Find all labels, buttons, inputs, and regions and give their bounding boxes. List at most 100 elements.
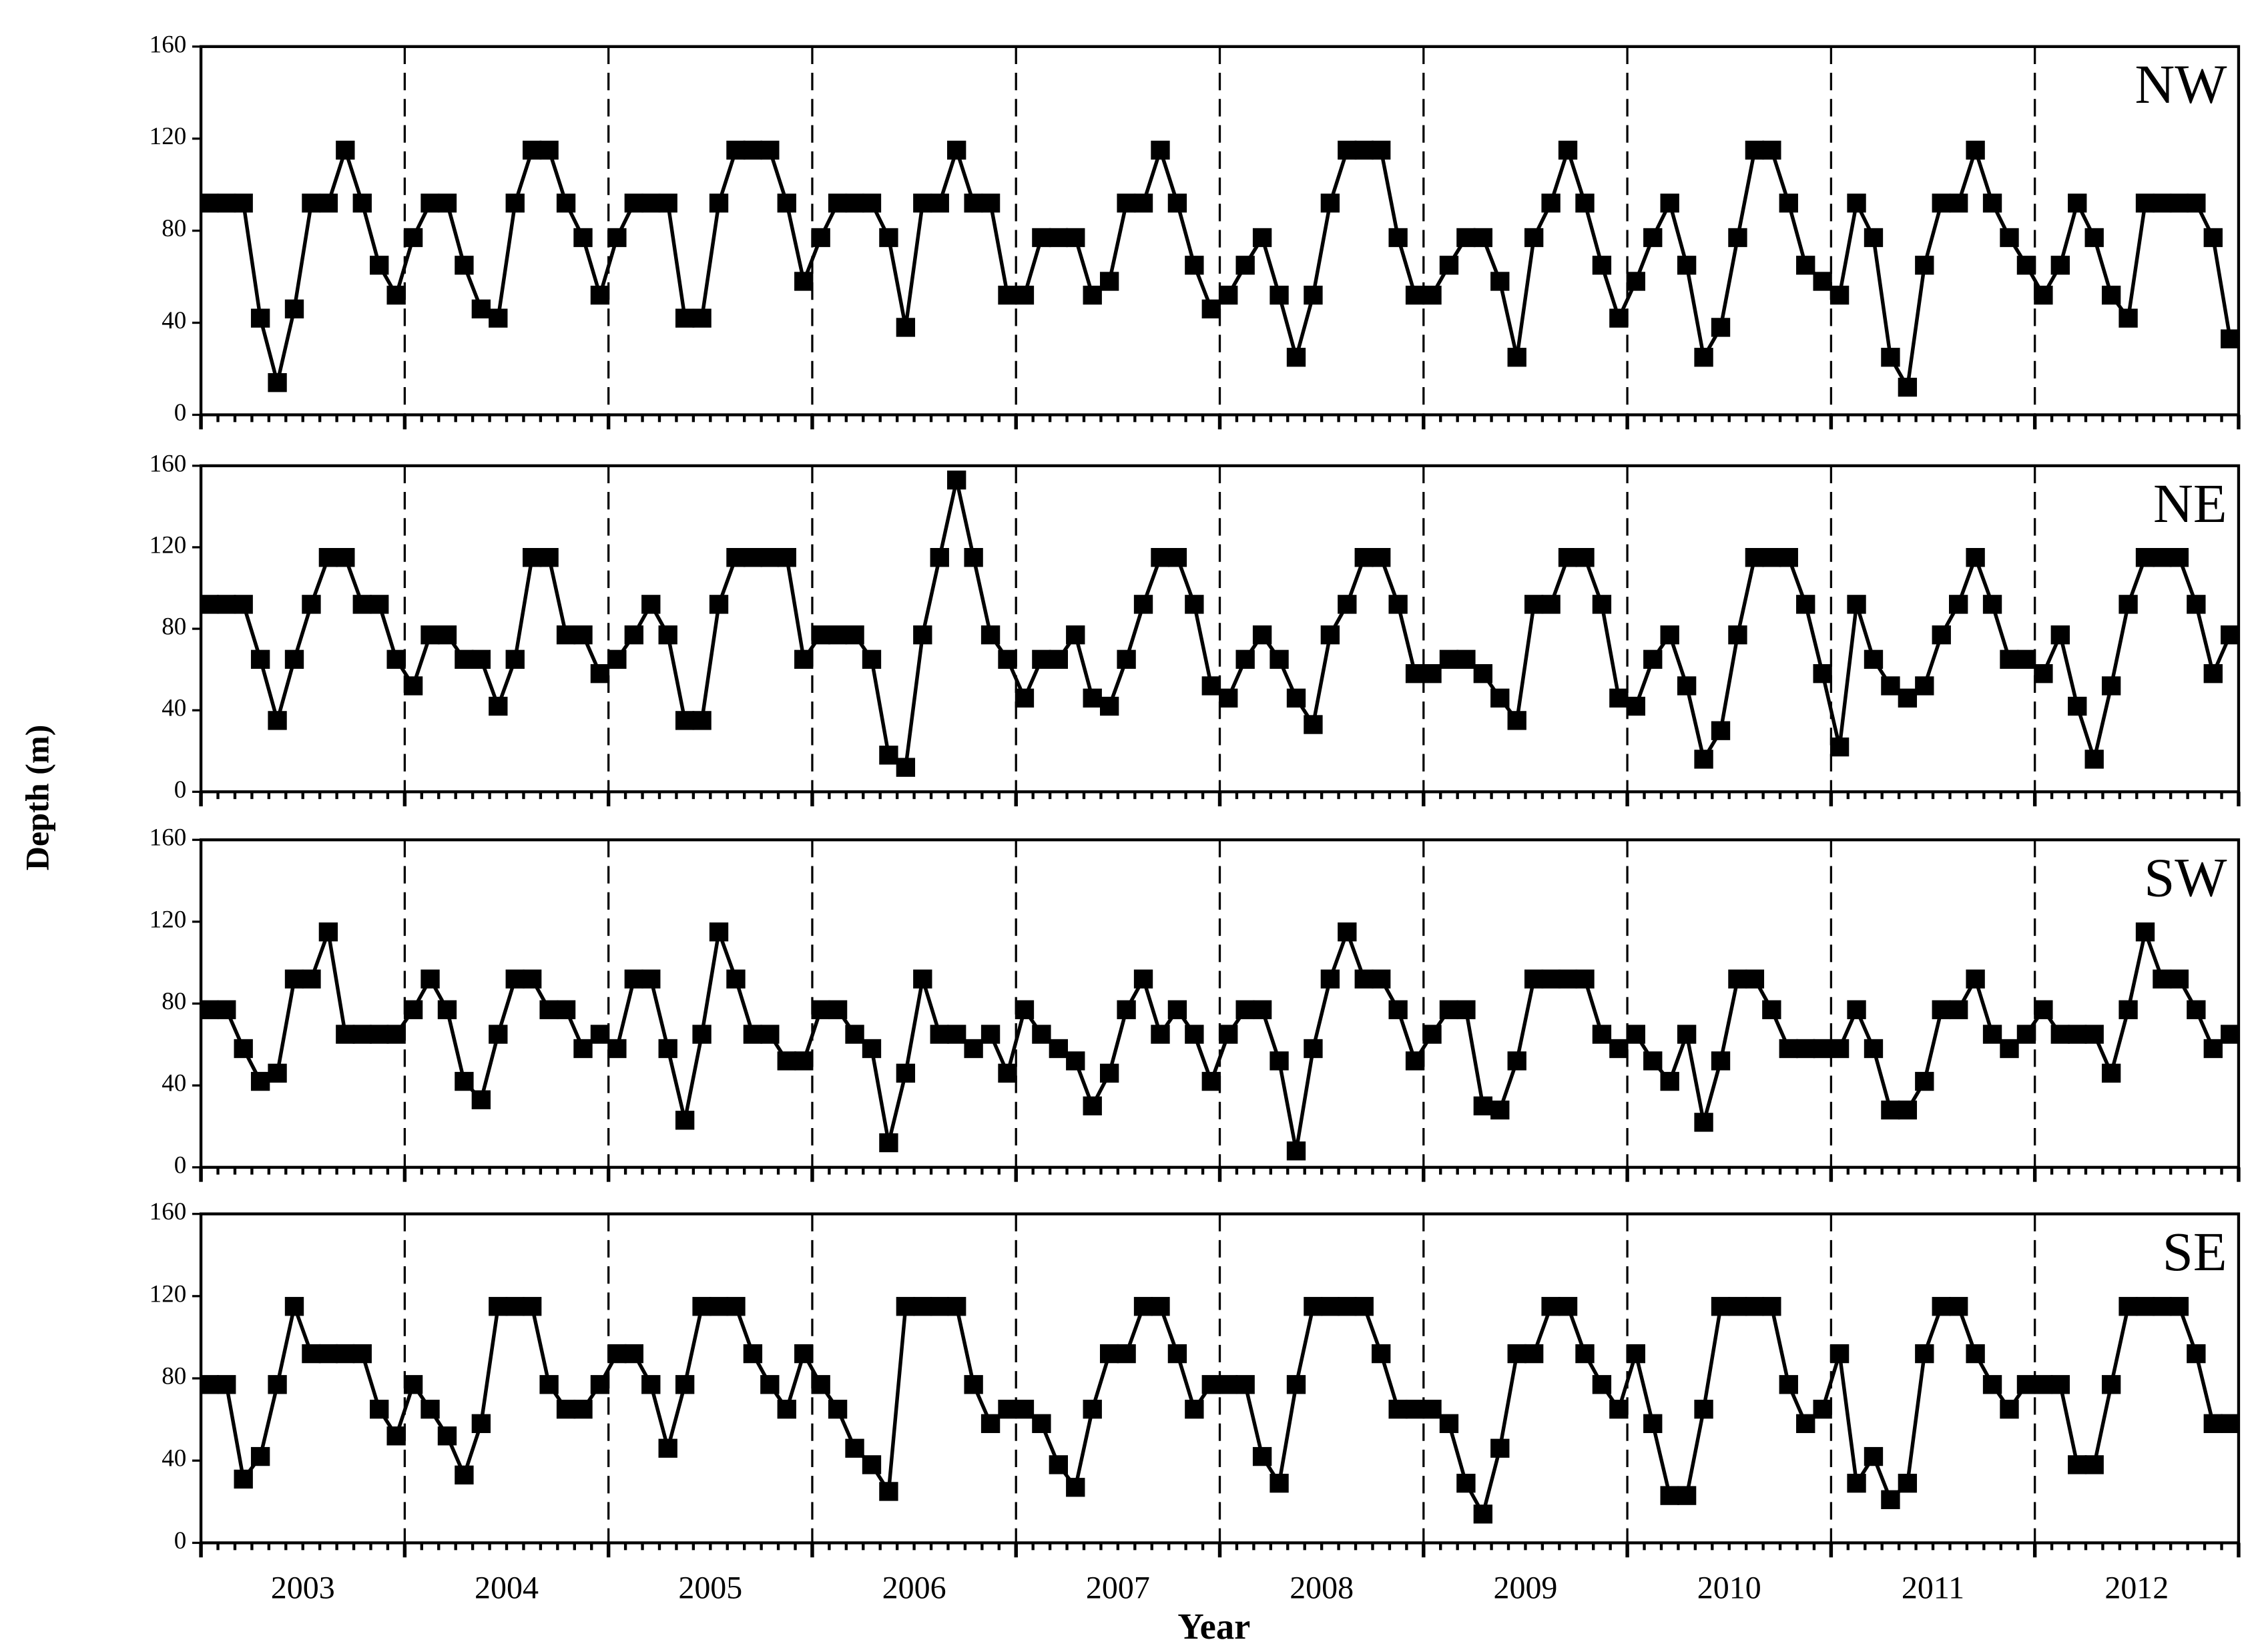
data-marker (1032, 1025, 1051, 1044)
data-marker (1711, 721, 1731, 740)
panel-label: NW (2135, 53, 2227, 115)
y-tick-label: 40 (162, 307, 186, 334)
data-marker (1728, 625, 1747, 645)
data-marker (268, 1063, 287, 1083)
data-marker (1881, 676, 1900, 696)
data-marker (437, 1000, 457, 1019)
data-marker (760, 1375, 780, 1394)
data-marker (200, 1000, 219, 1019)
data-marker (2118, 1297, 2138, 1316)
data-marker (930, 1025, 949, 1044)
data-marker (964, 1375, 983, 1394)
data-marker (692, 711, 712, 730)
y-tick-label: 120 (150, 123, 187, 150)
data-marker (624, 194, 643, 213)
data-marker (284, 299, 304, 319)
data-marker (709, 922, 729, 942)
data-marker (1269, 1051, 1289, 1071)
data-marker (386, 649, 406, 669)
data-marker (794, 272, 814, 291)
data-marker (1694, 750, 1713, 769)
data-marker (590, 286, 610, 305)
data-marker (658, 1438, 677, 1458)
data-marker (386, 1426, 406, 1446)
data-marker (352, 1025, 372, 1044)
data-marker (1185, 595, 1204, 614)
data-marker (1813, 272, 1832, 291)
data-marker (607, 1039, 627, 1059)
data-marker (1813, 1400, 1832, 1419)
data-marker (1677, 256, 1697, 275)
data-marker (1354, 140, 1374, 160)
data-marker (489, 1297, 508, 1316)
data-marker (641, 1375, 661, 1394)
data-marker (777, 1400, 796, 1419)
data-marker (1609, 1039, 1629, 1059)
data-marker (2016, 1025, 2036, 1044)
data-marker (403, 228, 423, 248)
data-marker (1490, 1100, 1510, 1120)
data-marker (302, 1344, 321, 1364)
data-marker (726, 969, 746, 989)
data-marker (1677, 676, 1697, 696)
data-marker (336, 140, 355, 160)
data-marker (896, 318, 916, 337)
data-marker (1558, 140, 1578, 160)
y-tick-label: 160 (150, 450, 187, 477)
data-marker (2000, 228, 2019, 248)
data-marker (2068, 1455, 2087, 1474)
x-tick-label: 2006 (882, 1570, 946, 1605)
data-marker (250, 1071, 270, 1091)
data-marker (1762, 140, 1781, 160)
data-marker (1813, 1039, 1832, 1059)
data-marker (284, 969, 304, 989)
data-marker (692, 1297, 712, 1316)
data-marker (1439, 1000, 1459, 1019)
data-marker (489, 696, 508, 716)
data-marker (1252, 228, 1272, 248)
data-marker (1219, 1375, 1238, 1394)
data-marker (1320, 625, 1340, 645)
data-marker (1541, 595, 1561, 614)
data-marker (2118, 1000, 2138, 1019)
data-marker (1932, 625, 1951, 645)
data-marker (437, 625, 457, 645)
data-marker (1304, 1297, 1323, 1316)
data-marker (1829, 286, 1850, 305)
data-marker (1558, 1297, 1578, 1316)
data-marker (1439, 1414, 1459, 1433)
data-marker (1694, 348, 1713, 367)
data-marker (1133, 969, 1153, 989)
data-marker (1032, 1414, 1051, 1433)
data-marker (930, 548, 949, 567)
data-marker (1167, 548, 1187, 567)
data-marker (1949, 194, 1968, 213)
data-marker (1915, 676, 1934, 696)
data-marker (675, 711, 695, 730)
data-marker (913, 1297, 932, 1316)
data-marker (1133, 1297, 1153, 1316)
data-marker (1524, 228, 1544, 248)
data-marker (1915, 1344, 1934, 1364)
data-marker (1779, 1375, 1798, 1394)
data-marker (2187, 1344, 2206, 1364)
y-tick-label: 40 (162, 1070, 186, 1097)
data-marker (539, 548, 559, 567)
data-marker (1541, 194, 1561, 213)
data-marker (1439, 649, 1459, 669)
data-marker (352, 595, 372, 614)
data-marker (709, 595, 729, 614)
data-marker (217, 194, 236, 213)
data-marker (2153, 969, 2172, 989)
data-marker (1507, 1051, 1526, 1071)
data-marker (2016, 1375, 2036, 1394)
data-marker (1745, 140, 1765, 160)
data-marker (336, 1025, 355, 1044)
data-marker (302, 194, 321, 213)
data-marker (505, 194, 525, 213)
data-marker (523, 140, 542, 160)
data-marker (2101, 1063, 2121, 1083)
data-marker (455, 256, 474, 275)
data-marker (250, 649, 270, 669)
